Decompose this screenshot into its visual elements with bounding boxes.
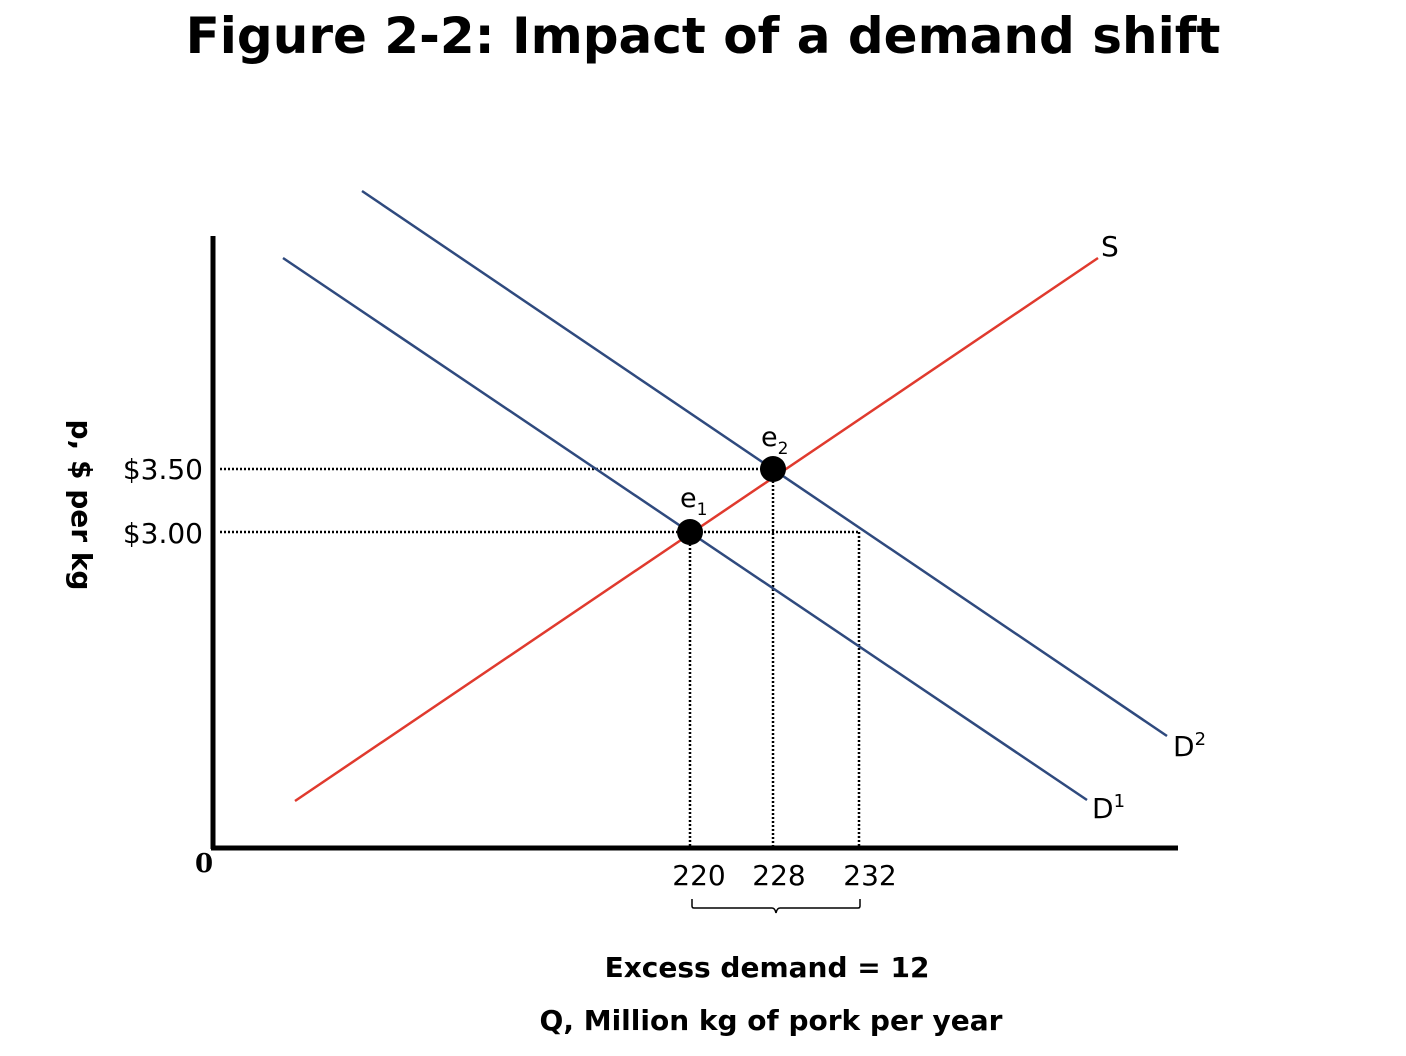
excess-demand-brace: [691, 899, 861, 914]
origin-label: 0: [195, 849, 213, 879]
figure-title: Figure 2-2: Impact of a demand shift: [185, 7, 1221, 65]
equilibrium-label-e1: e1: [680, 483, 707, 520]
y-axis-title: p, $ per kg: [65, 420, 98, 591]
demand-curve-d1-label: D1: [1092, 791, 1125, 825]
quantity-tick-220: 220: [672, 859, 725, 892]
excess-demand-annotation: Excess demand = 12: [605, 951, 930, 984]
quantity-tick-232: 232: [843, 859, 896, 892]
equilibrium-point-e1: [677, 519, 703, 545]
price-tick-3-00: $3.00: [123, 517, 203, 550]
equilibrium-point-e2: [760, 456, 786, 482]
quantity-tick-228: 228: [752, 859, 805, 892]
equilibrium-label-e2: e2: [761, 422, 788, 459]
supply-curve-label: S: [1101, 230, 1119, 263]
x-axis-title: Q, Million kg of pork per year: [540, 1004, 1003, 1037]
price-tick-3-50: $3.50: [123, 453, 203, 486]
demand-curve-d2-label: D2: [1173, 729, 1206, 763]
